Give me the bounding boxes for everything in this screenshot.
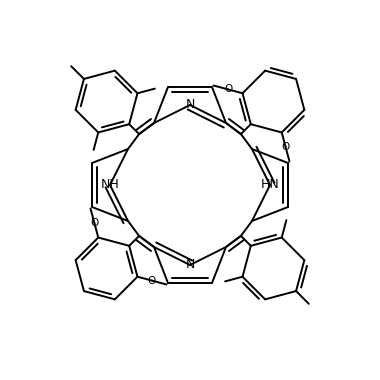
Text: O: O	[148, 276, 156, 286]
Text: O: O	[224, 84, 232, 94]
Text: N: N	[185, 98, 195, 111]
Text: HN: HN	[261, 179, 279, 192]
Text: O: O	[282, 142, 290, 152]
Text: N: N	[185, 258, 195, 271]
Text: NH: NH	[101, 179, 119, 192]
Text: O: O	[90, 218, 98, 228]
